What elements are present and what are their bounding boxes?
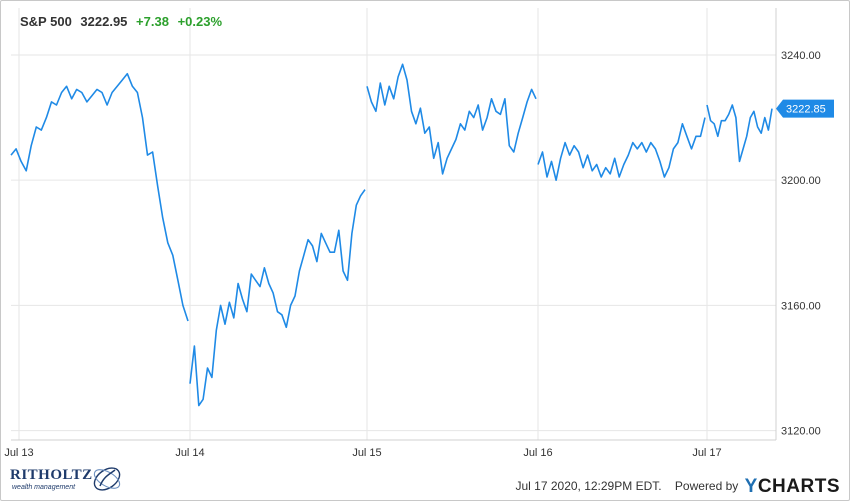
y-tick-label: 3120.00 (781, 426, 821, 438)
timestamp: Jul 17 2020, 12:29PM EDT. (515, 479, 662, 493)
change-value: +7.38 (136, 14, 169, 29)
price-line-jul-15 (366, 63, 537, 175)
last-value-flag (776, 99, 834, 118)
ritholtz-logo: RITHOLTZ wealth management (6, 462, 124, 496)
x-tick-label: Jul 16 (523, 447, 552, 459)
price-line-jul-17 (706, 104, 773, 163)
price-value: 3222.95 (80, 14, 128, 29)
change-percent: +0.23% (177, 14, 223, 29)
price-line-jul-13 (10, 72, 189, 322)
grid (11, 8, 776, 440)
price-line-jul-16 (537, 117, 706, 181)
y-tick-label: 3240.00 (781, 50, 821, 62)
ritholtz-emblem-icon (93, 467, 121, 491)
last-value-label: 3222.85 (786, 104, 826, 116)
x-tick-label: Jul 13 (4, 447, 33, 459)
x-tick-label: Jul 14 (175, 447, 204, 459)
x-tick-label: Jul 17 (692, 447, 721, 459)
brand-tagline: wealth management (12, 484, 76, 491)
ycharts-logo[interactable]: YCHARTS (744, 476, 840, 497)
y-tick-label: 3160.00 (781, 300, 821, 312)
last-value-group: 3222.85 (776, 99, 834, 118)
symbol-label: S&P 500 (20, 14, 72, 29)
axes: 3120.00 3160.00 3200.00 3240.00 Jul 13 Jul 14… (4, 8, 821, 459)
powered-by-text: Powered by (674, 479, 739, 493)
chart-header: S&P 500 3222.95 +7.38 +0.23% (20, 14, 227, 29)
brand-name: RITHOLTZ (10, 467, 93, 483)
price-line-group (10, 63, 773, 407)
y-tick-label: 3200.00 (781, 175, 821, 187)
x-tick-label: Jul 15 (352, 447, 381, 459)
price-line-jul-14 (189, 189, 366, 407)
chart-footer: Jul 17 2020, 12:29PM EDT. Powered by YCH… (515, 476, 840, 498)
